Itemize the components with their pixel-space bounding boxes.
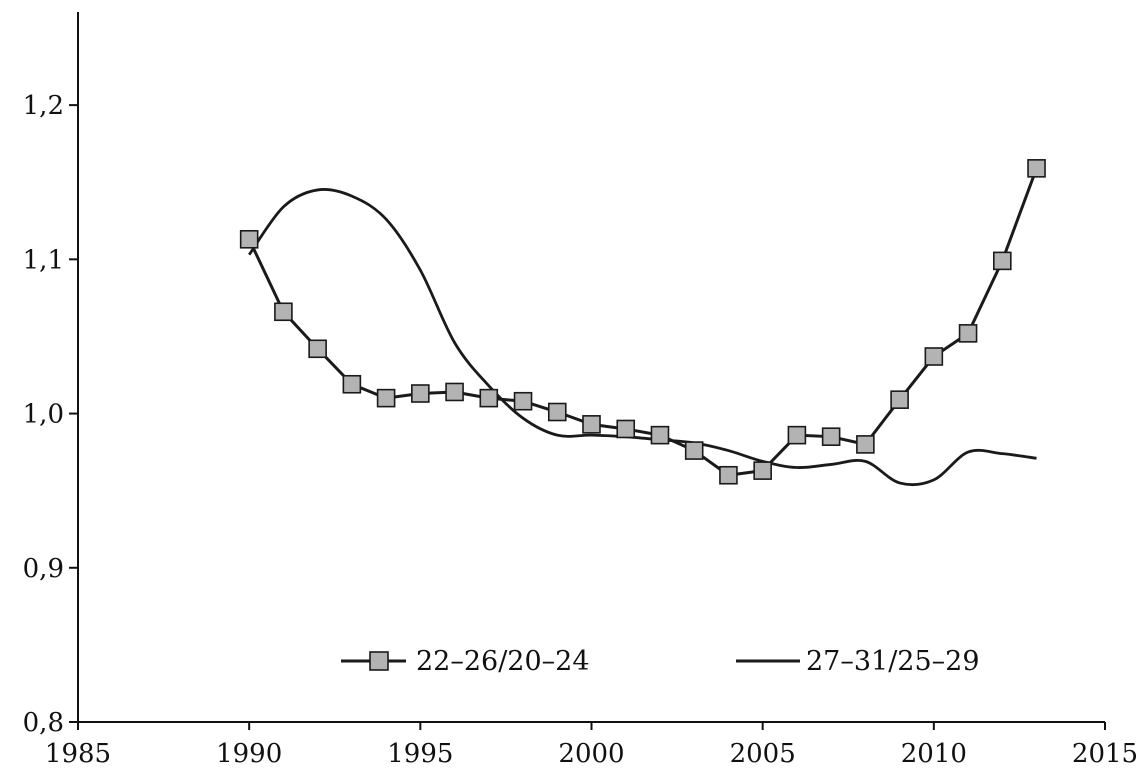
data-point-2006 <box>787 425 807 445</box>
x-tick-label: 2005 <box>730 739 796 769</box>
data-point-1998 <box>513 391 533 411</box>
series-line <box>247 167 1038 477</box>
x-tick-label: 2000 <box>558 739 624 769</box>
data-point-2004 <box>719 465 738 485</box>
y-tick-label: 0,9 <box>23 554 64 584</box>
x-tick-label: 2015 <box>1072 739 1138 769</box>
data-point-2003 <box>684 441 704 460</box>
data-point-1994 <box>376 388 396 408</box>
data-point-2008 <box>856 435 875 454</box>
legend-marker <box>369 651 389 671</box>
series-line <box>248 188 1037 487</box>
data-point-2000 <box>582 415 601 434</box>
y-tick-label: 1,1 <box>23 245 64 275</box>
x-tick-label: 1990 <box>216 739 282 769</box>
y-tick-label: 0,8 <box>23 708 64 738</box>
data-point-2012 <box>992 251 1012 271</box>
x-tick-label: 2010 <box>901 739 967 769</box>
axes: 1985 1990 1995 2000 2005 2010 2015 0,8 0,9 1,0 1,1… <box>23 12 1138 769</box>
y-tick-label: 1,0 <box>23 400 64 430</box>
data-point-1993 <box>342 374 362 394</box>
data-point-1996 <box>445 382 464 402</box>
data-point-2009 <box>890 390 909 409</box>
data-point-1991 <box>274 302 293 322</box>
data-point-1995 <box>411 384 430 403</box>
data-point-2011 <box>958 324 978 343</box>
y-tick-label: 1,2 <box>23 91 64 121</box>
legend-label: 22–26/20–24 <box>416 646 590 677</box>
legend-label: 27–31/25–29 <box>806 646 980 677</box>
data-point-2002 <box>650 425 670 445</box>
data-point-2007 <box>821 427 841 446</box>
data-point-1990 <box>239 229 259 249</box>
legend: 22–26/20–24 27–31/25–29 <box>341 646 980 677</box>
legend-entry-1: 22–26/20–24 <box>341 646 590 677</box>
legend-entry-2: 27–31/25–29 <box>736 646 980 677</box>
data-point-2005 <box>753 461 772 480</box>
series-1 <box>239 159 1046 485</box>
data-point-1999 <box>547 402 567 422</box>
series-layer <box>239 159 1046 487</box>
data-point-2001 <box>616 419 636 439</box>
data-point-2010 <box>924 347 944 366</box>
data-point-2013 <box>1027 159 1046 178</box>
x-tick-label: 1995 <box>387 739 453 769</box>
data-point-1992 <box>308 339 327 359</box>
x-tick-label: 1985 <box>45 739 111 769</box>
series-2 <box>248 188 1037 487</box>
data-point-1997 <box>479 388 499 408</box>
